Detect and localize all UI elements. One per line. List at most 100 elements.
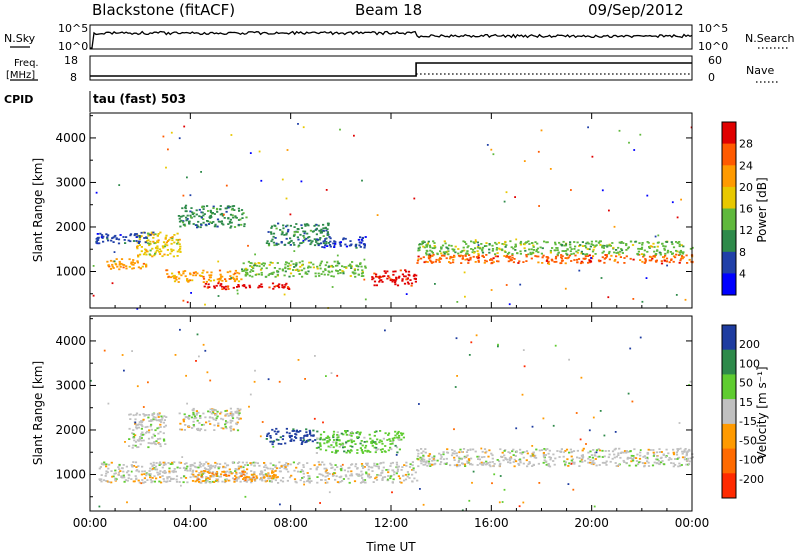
echo-cell <box>146 425 149 428</box>
echo-cell <box>481 450 484 453</box>
echo-cell <box>199 226 202 229</box>
echo-cell <box>292 263 295 265</box>
echo-cell <box>198 472 201 474</box>
echo-cell <box>208 286 211 288</box>
echo-cell <box>492 153 495 156</box>
echo-cell <box>178 217 181 220</box>
echo-cell <box>395 463 399 466</box>
echo-cell <box>219 277 222 280</box>
echo-cell <box>481 251 485 254</box>
echo-cell <box>257 273 261 276</box>
echo-cell <box>131 350 133 352</box>
echo-cell <box>347 264 350 267</box>
echo-cell <box>426 250 429 253</box>
echo-cell <box>466 462 469 464</box>
echo-cell <box>576 261 579 264</box>
echo-cell <box>244 474 247 477</box>
echo-cell <box>209 214 212 217</box>
echo-cell <box>477 244 480 246</box>
echo-cell <box>562 240 565 243</box>
echo-cell <box>344 431 347 434</box>
echo-cell <box>131 267 134 270</box>
echo-cell <box>644 462 647 465</box>
echo-cell <box>200 215 203 218</box>
echo-cell <box>199 415 202 417</box>
echo-cell <box>603 244 606 247</box>
colorbar-swatch <box>722 208 736 231</box>
echo-cell <box>250 481 253 484</box>
echo-cell <box>354 465 357 468</box>
echo-cell <box>503 200 506 203</box>
echo-cell <box>186 278 189 280</box>
echo-cell <box>107 402 110 405</box>
echo-cell <box>263 469 266 472</box>
echo-cell <box>149 442 152 445</box>
echo-cell <box>525 459 528 462</box>
echo-cell <box>335 270 339 272</box>
echo-cell <box>512 448 515 451</box>
echo-cell <box>229 218 232 221</box>
echo-cell <box>282 286 285 289</box>
echo-cell <box>306 223 309 225</box>
echo-cell <box>295 430 298 433</box>
echo-cell <box>202 423 205 426</box>
echo-cell <box>504 458 507 460</box>
echo-cell <box>121 354 124 356</box>
echo-cell <box>656 458 659 461</box>
echo-cell <box>522 261 525 263</box>
echo-cell <box>509 240 512 243</box>
echo-cell <box>379 448 383 451</box>
echo-cell <box>680 257 683 260</box>
echo-cell <box>176 232 179 235</box>
echo-cell <box>351 463 354 466</box>
echo-cell <box>359 246 362 248</box>
echo-cell <box>221 285 224 288</box>
echo-cell <box>359 263 362 265</box>
echo-cell <box>640 253 644 255</box>
echo-cell <box>149 420 152 422</box>
echo-cell <box>411 480 414 483</box>
echo-cell <box>594 458 597 460</box>
echo-cell <box>667 452 670 455</box>
echo-cell <box>465 455 468 458</box>
echo-cell <box>531 452 534 455</box>
echo-cell <box>338 443 341 445</box>
echo-cell <box>405 270 408 273</box>
echo-cell <box>157 426 160 429</box>
echo-cell <box>162 438 166 441</box>
echo-cell <box>581 454 584 456</box>
echo-cell <box>111 282 114 285</box>
echo-cell <box>319 237 322 239</box>
echo-cell <box>371 439 374 442</box>
echo-cell <box>318 242 321 245</box>
echo-cell <box>543 240 546 243</box>
echo-cell <box>319 262 322 265</box>
echo-cell <box>228 471 231 474</box>
echo-cell <box>602 247 605 249</box>
echo-cell <box>200 475 203 478</box>
echo-cell <box>153 480 156 483</box>
y-tick-label: 4000 <box>55 131 86 145</box>
echo-cell <box>225 207 228 210</box>
echo-cell <box>672 462 675 465</box>
echo-cell <box>356 268 360 271</box>
echo-cell <box>362 481 365 483</box>
echo-cell <box>592 463 595 466</box>
echo-cell <box>95 240 98 242</box>
echo-cell <box>434 462 437 465</box>
echo-cell <box>324 238 327 240</box>
echo-cell <box>413 477 416 480</box>
echo-cell <box>678 243 681 246</box>
echo-cell <box>156 245 159 248</box>
echo-cell <box>309 261 313 264</box>
echo-cell <box>193 417 196 420</box>
echo-cell <box>356 436 359 438</box>
echo-cell <box>429 246 432 249</box>
echo-cell <box>586 253 589 255</box>
echo-cell <box>218 269 222 272</box>
echo-cell <box>361 477 364 479</box>
echo-cell <box>455 452 458 455</box>
echo-cell <box>338 439 341 442</box>
echo-cell <box>647 448 650 451</box>
echo-cell <box>245 461 248 464</box>
